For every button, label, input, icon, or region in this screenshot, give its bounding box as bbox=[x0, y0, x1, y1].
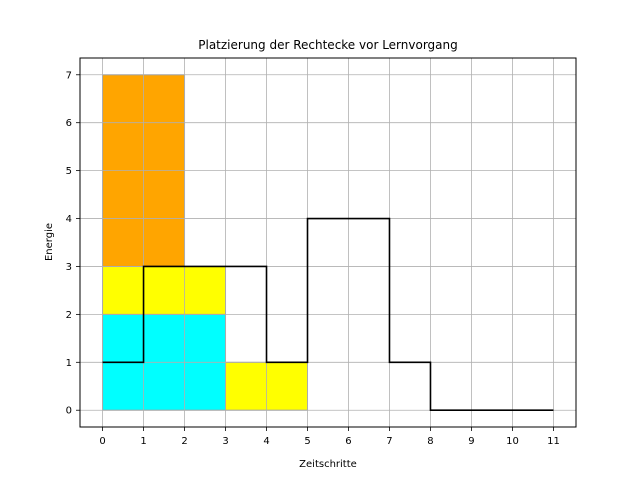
y-tick-label: 1 bbox=[66, 358, 72, 369]
y-tick-label: 3 bbox=[66, 262, 72, 273]
y-tick-label: 6 bbox=[66, 118, 72, 129]
x-tick-label: 5 bbox=[304, 436, 310, 447]
x-tick-label: 11 bbox=[547, 436, 560, 447]
chart-title: Platzierung der Rechtecke vor Lernvorgan… bbox=[198, 38, 458, 52]
x-tick-label: 2 bbox=[181, 436, 187, 447]
x-tick-label: 6 bbox=[345, 436, 351, 447]
y-axis-ticks: 0 1 2 3 4 5 6 7 bbox=[66, 70, 80, 417]
plot-frame bbox=[79, 57, 577, 428]
y-tick-label: 7 bbox=[66, 70, 72, 81]
x-tick-label: 9 bbox=[468, 436, 474, 447]
placed-rectangle-1 bbox=[102, 265, 227, 315]
y-axis-label: Energie bbox=[44, 223, 55, 261]
y-tick-label: 4 bbox=[66, 214, 72, 225]
plot-area bbox=[79, 57, 577, 428]
energy-step-line bbox=[102, 217, 554, 412]
x-axis-ticks: 0 1 2 3 4 5 6 7 8 9 10 11 bbox=[99, 427, 560, 447]
y-tick-label: 0 bbox=[66, 406, 72, 417]
x-tick-label: 1 bbox=[140, 436, 146, 447]
x-axis-label: Zeitschritte bbox=[299, 459, 357, 470]
y-tick-label: 5 bbox=[66, 166, 72, 177]
x-tick-label: 3 bbox=[222, 436, 228, 447]
x-tick-label: 0 bbox=[99, 436, 105, 447]
y-tick-label: 2 bbox=[66, 310, 72, 321]
x-tick-label: 4 bbox=[263, 436, 269, 447]
x-tick-label: 10 bbox=[506, 436, 519, 447]
step-line-layer bbox=[102, 217, 554, 412]
x-tick-label: 7 bbox=[386, 436, 392, 447]
x-tick-label: 8 bbox=[427, 436, 433, 447]
grid bbox=[80, 58, 576, 427]
